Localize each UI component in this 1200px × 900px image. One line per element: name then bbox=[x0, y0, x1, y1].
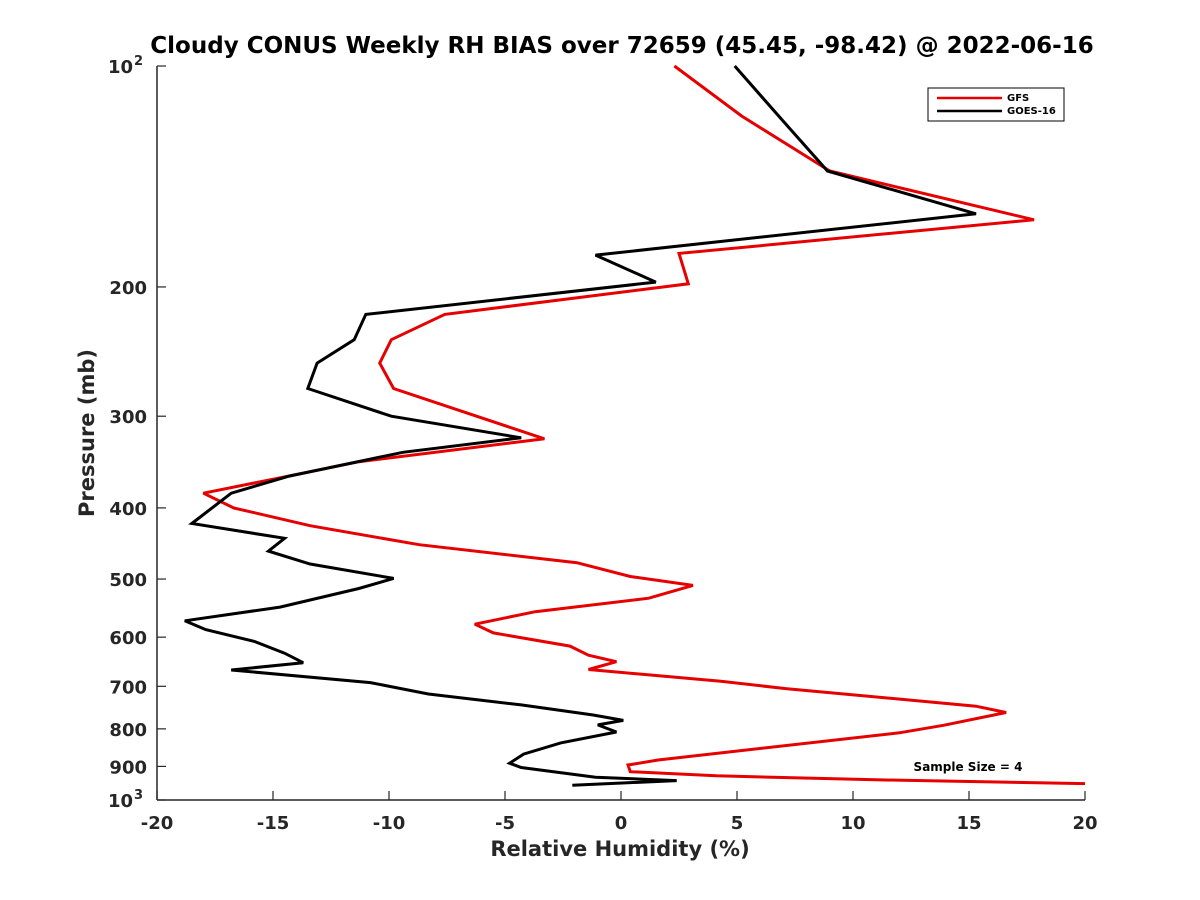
y-axis-label: Pressure (mb) bbox=[75, 349, 99, 517]
y-tick-label: 10 bbox=[108, 57, 133, 78]
y-tick-label: 400 bbox=[109, 499, 147, 520]
y-tick-label: 200 bbox=[109, 278, 147, 299]
series-line-gfs bbox=[202, 64, 1086, 786]
series-line-goes-16 bbox=[184, 65, 977, 787]
legend-label-goes16: GOES-16 bbox=[1007, 106, 1056, 117]
legend-box bbox=[927, 87, 1065, 122]
x-tick-label: 5 bbox=[731, 813, 744, 834]
sample-size-annotation: Sample Size = 4 bbox=[914, 760, 1023, 774]
legend-label-gfs: GFS bbox=[1007, 93, 1029, 104]
y-tick-label: 600 bbox=[109, 628, 147, 649]
y-tick-exponent: 3 bbox=[134, 788, 143, 803]
x-tick-label: 20 bbox=[1072, 813, 1097, 834]
y-tick-exponent: 2 bbox=[134, 54, 143, 69]
y-tick-label: 900 bbox=[109, 757, 147, 778]
y-tick-label: 800 bbox=[109, 720, 147, 741]
legend: GFS GOES-16 bbox=[927, 87, 1065, 122]
x-tick-label: 15 bbox=[956, 813, 981, 834]
x-tick-label: -15 bbox=[257, 813, 290, 834]
x-tick-label: 10 bbox=[840, 813, 865, 834]
chart-title: Cloudy CONUS Weekly RH BIAS over 72659 (… bbox=[150, 33, 1093, 59]
y-tick-label: 700 bbox=[109, 677, 147, 698]
y-tick-label: 300 bbox=[109, 407, 147, 428]
x-tick-label: -20 bbox=[141, 813, 174, 834]
y-tick-label: 10 bbox=[108, 791, 133, 812]
x-tick-label: -5 bbox=[495, 813, 515, 834]
x-tick-label: 0 bbox=[615, 813, 628, 834]
x-axis-label: Relative Humidity (%) bbox=[490, 837, 749, 861]
y-tick-label: 500 bbox=[109, 570, 147, 591]
x-tick-label: -10 bbox=[373, 813, 406, 834]
